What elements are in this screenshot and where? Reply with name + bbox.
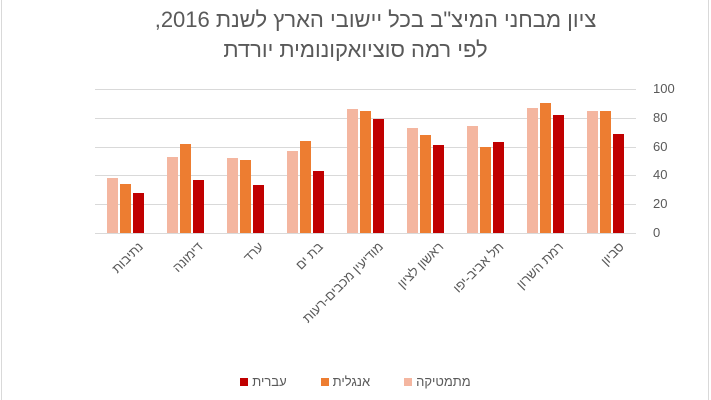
bar — [433, 145, 445, 233]
y-tick-label: 40 — [653, 167, 668, 182]
bar — [252, 185, 264, 233]
bar — [527, 107, 539, 233]
legend-label: מתמטיקה — [416, 374, 471, 389]
legend-item: עברית — [240, 374, 287, 389]
bar — [192, 179, 204, 233]
legend-item: מתמטיקה — [404, 374, 471, 389]
bar — [312, 171, 324, 233]
bar — [179, 143, 191, 233]
y-tick-label: 100 — [653, 81, 675, 96]
bar — [106, 178, 118, 233]
bar — [286, 150, 298, 233]
bar — [166, 156, 178, 233]
bar — [119, 184, 131, 233]
bar — [553, 114, 565, 233]
bar — [299, 140, 311, 233]
legend-swatch-icon — [240, 377, 249, 386]
legend-label: אנגלית — [332, 374, 371, 389]
bar — [613, 133, 625, 233]
bar — [360, 110, 371, 233]
gridline — [95, 233, 636, 234]
legend-item: אנגלית — [320, 374, 371, 389]
plot-area — [95, 89, 636, 234]
bar — [600, 110, 612, 233]
bar — [480, 146, 492, 233]
y-tick-label: 60 — [653, 139, 668, 154]
y-tick-label: 0 — [653, 225, 661, 240]
bar — [420, 135, 432, 233]
bar — [467, 126, 479, 233]
bar — [347, 109, 358, 233]
legend-label: עברית — [252, 374, 287, 389]
chart-title-line-1: ציון מבחני המיצ"ב בכל יישובי הארץ לשנת 2… — [154, 7, 597, 32]
legend-swatch-icon — [404, 377, 413, 386]
legend-swatch-icon — [320, 377, 329, 386]
bar — [407, 127, 419, 233]
y-tick-label: 80 — [653, 110, 668, 125]
y-tick-label: 20 — [653, 196, 668, 211]
bar — [239, 159, 251, 233]
bar — [493, 142, 505, 233]
gridline — [95, 89, 636, 90]
legend: מתמטיקה אנגלית עברית — [0, 374, 711, 389]
bar — [132, 192, 144, 233]
chart-title-line-2: לפי רמה סוציואקונומית יורדת — [223, 37, 488, 62]
bar — [226, 158, 238, 233]
bar — [373, 119, 384, 233]
bar — [587, 110, 599, 233]
bar — [540, 103, 552, 233]
